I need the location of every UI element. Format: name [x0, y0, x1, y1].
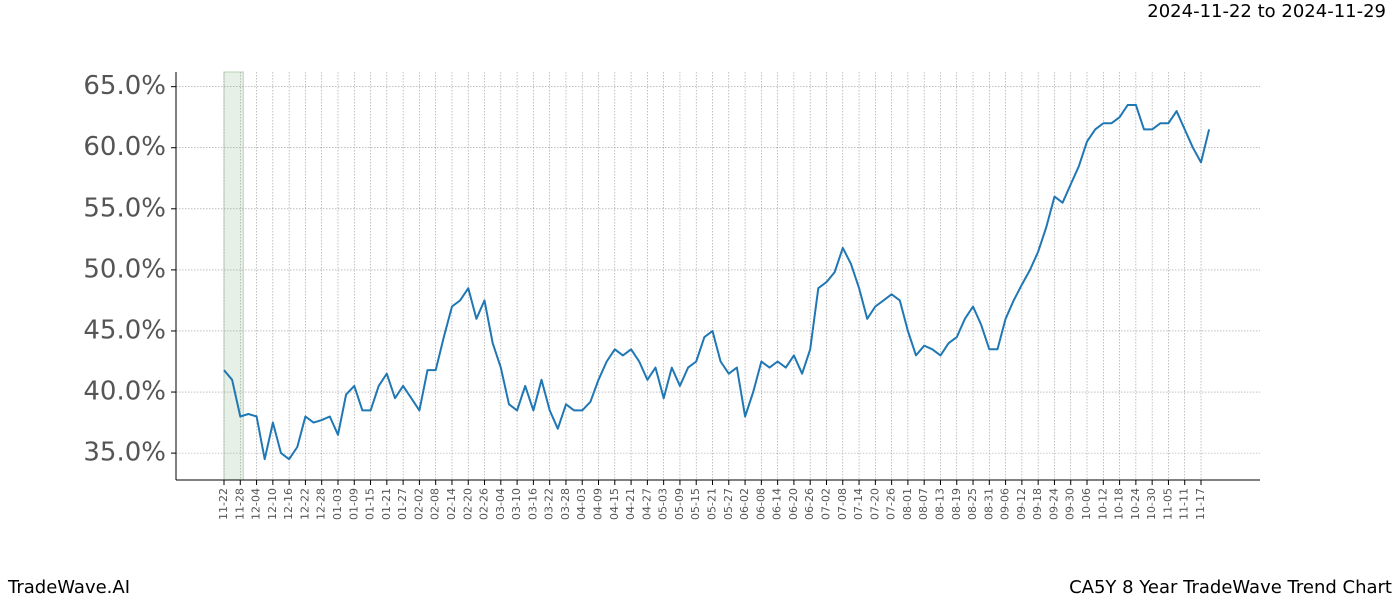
x-tick-label: 01-03 [331, 488, 344, 520]
x-tick-label: 09-06 [999, 488, 1012, 520]
x-tick-label: 04-15 [608, 488, 621, 520]
x-tick-label: 07-08 [836, 488, 849, 520]
x-tick-label: 09-24 [1047, 488, 1060, 520]
x-tick-label: 04-09 [592, 488, 605, 520]
x-tick-label: 11-05 [1161, 488, 1174, 520]
x-tick-label: 08-13 [933, 488, 946, 520]
x-tick-label: 01-21 [380, 488, 393, 520]
x-tick-label: 05-21 [706, 488, 719, 520]
x-tick-label: 10-30 [1145, 488, 1158, 520]
y-tick-label: 35.0% [83, 438, 166, 468]
x-tick-label: 03-04 [494, 488, 507, 520]
x-tick-label: 10-12 [1096, 488, 1109, 520]
x-tick-label: 03-10 [510, 488, 523, 520]
x-tick-label: 10-24 [1129, 488, 1142, 520]
x-tick-label: 07-20 [868, 488, 881, 520]
x-tick-label: 03-16 [526, 488, 539, 520]
y-tick-label: 50.0% [83, 254, 166, 284]
x-tick-label: 05-09 [673, 488, 686, 520]
x-tick-label: 03-22 [543, 488, 556, 520]
x-tick-label: 08-07 [917, 488, 930, 520]
x-tick-label: 03-28 [559, 488, 572, 520]
chart-title: CA5Y 8 Year TradeWave Trend Chart [1069, 577, 1392, 598]
date-range: 2024-11-22 to 2024-11-29 [1147, 1, 1386, 22]
x-tick-label: 08-01 [901, 488, 914, 520]
x-tick-label: 11-22 [217, 488, 230, 520]
x-tick-label: 12-16 [282, 488, 295, 520]
x-tick-label: 06-14 [771, 488, 784, 520]
x-tick-label: 11-11 [1178, 488, 1191, 520]
x-tick-label: 05-15 [689, 488, 702, 520]
x-tick-label: 04-03 [575, 488, 588, 520]
x-tick-label: 05-03 [657, 488, 670, 520]
x-tick-label: 09-12 [1015, 488, 1028, 520]
x-tick-label: 11-17 [1194, 488, 1207, 520]
x-tick-label: 04-27 [640, 488, 653, 520]
x-tick-label: 12-22 [298, 488, 311, 520]
x-tick-label: 02-02 [412, 488, 425, 520]
x-tick-label: 11-28 [233, 488, 246, 520]
x-tick-label: 02-26 [478, 488, 491, 520]
x-tick-label: 02-20 [461, 488, 474, 520]
x-tick-label: 08-25 [966, 488, 979, 520]
x-tick-label: 05-27 [722, 488, 735, 520]
brand: TradeWave.AI [7, 577, 130, 598]
x-tick-label: 02-14 [445, 488, 458, 520]
x-tick-label: 08-31 [982, 488, 995, 520]
x-tick-label: 08-19 [950, 488, 963, 520]
x-tick-label: 04-21 [624, 488, 637, 520]
x-tick-label: 01-15 [364, 488, 377, 520]
line-series [223, 104, 1211, 461]
x-tick-label: 06-02 [738, 488, 751, 520]
y-tick-label: 55.0% [83, 193, 166, 223]
y-tick-label: 40.0% [83, 377, 166, 407]
x-tick-label: 01-09 [347, 488, 360, 520]
x-tick-label: 12-04 [250, 488, 263, 520]
y-tick-label: 45.0% [83, 315, 166, 345]
x-tick-label: 01-27 [396, 488, 409, 520]
x-tick-label: 06-20 [787, 488, 800, 520]
y-tick-label: 60.0% [83, 132, 166, 162]
x-tick-label: 07-26 [885, 488, 898, 520]
x-tick-label: 07-14 [852, 488, 865, 520]
x-tick-label: 06-08 [754, 488, 767, 520]
x-tick-label: 10-06 [1080, 488, 1093, 520]
x-tick-label: 07-02 [819, 488, 832, 520]
x-tick-label: 10-18 [1113, 488, 1126, 520]
x-tick-label: 06-26 [803, 488, 816, 520]
x-tick-label: 12-28 [315, 488, 328, 520]
x-tick-label: 12-10 [266, 488, 279, 520]
y-tick-label: 65.0% [83, 71, 166, 101]
x-tick-label: 09-30 [1064, 488, 1077, 520]
x-tick-label: 02-08 [429, 488, 442, 520]
x-tick-label: 09-18 [1031, 488, 1044, 520]
